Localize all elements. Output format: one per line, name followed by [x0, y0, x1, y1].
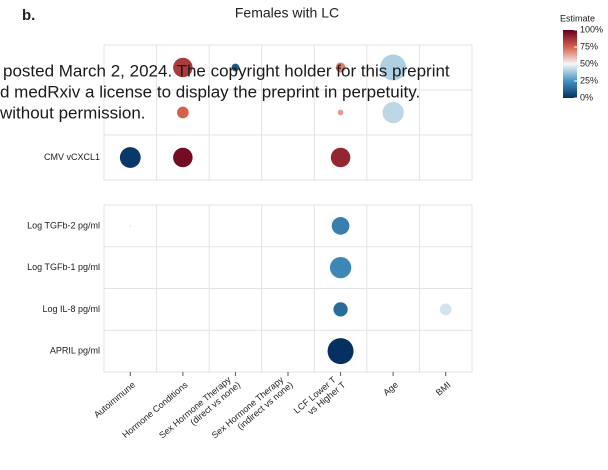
legend-tick-label: 0% [580, 92, 593, 102]
x-tick-label-group: LCF Lower Tvs Higher T [292, 374, 348, 417]
x-tick-label-group: Autoimmune [92, 380, 137, 420]
legend-title: Estimate [560, 13, 595, 23]
watermark-text: posted March 2, 2024. The copyright hold… [3, 61, 450, 80]
dot [129, 225, 132, 227]
row-label: CMV vCXCL1 [44, 152, 100, 162]
x-tick-label-group: BMI [434, 380, 453, 398]
dot [382, 101, 404, 124]
colorbar [563, 30, 577, 98]
dot [119, 147, 141, 168]
dot [439, 303, 452, 316]
x-tick-label: BMI [434, 380, 453, 398]
x-tick-label-group: Sex Hormone Therapy(direct vs none) [157, 374, 242, 440]
dot [335, 62, 346, 73]
row-label: Log IL-8 pg/ml [42, 304, 100, 314]
x-tick-label: Autoimmune [92, 380, 137, 420]
dot [173, 57, 193, 78]
dot [330, 147, 351, 168]
x-tick-label: Age [381, 380, 400, 398]
panel-label: b. [22, 7, 35, 24]
dot [327, 338, 354, 365]
row-label: Log TGFb-1 pg/ml [27, 262, 100, 272]
chart-title: Females with LC [235, 5, 339, 21]
watermark-text: without permission. [0, 103, 146, 122]
dot [173, 147, 193, 168]
legend-tick-label: 25% [580, 75, 598, 85]
dot [329, 256, 352, 279]
row-label: APRIL pg/ml [50, 346, 100, 356]
legend-tick-label: 50% [580, 58, 598, 68]
dot [231, 63, 240, 72]
x-tick-label-group: Age [381, 380, 400, 398]
legend-tick-label: 100% [580, 24, 603, 34]
dot [331, 217, 350, 235]
dot [337, 109, 344, 116]
legend-tick-label: 75% [580, 41, 598, 51]
dot [380, 54, 407, 81]
row-label: Log TGFb-2 pg/ml [27, 220, 100, 230]
dot [333, 302, 348, 317]
dot [177, 106, 189, 119]
watermark-text: d medRxiv a license to display the prepr… [0, 82, 420, 101]
